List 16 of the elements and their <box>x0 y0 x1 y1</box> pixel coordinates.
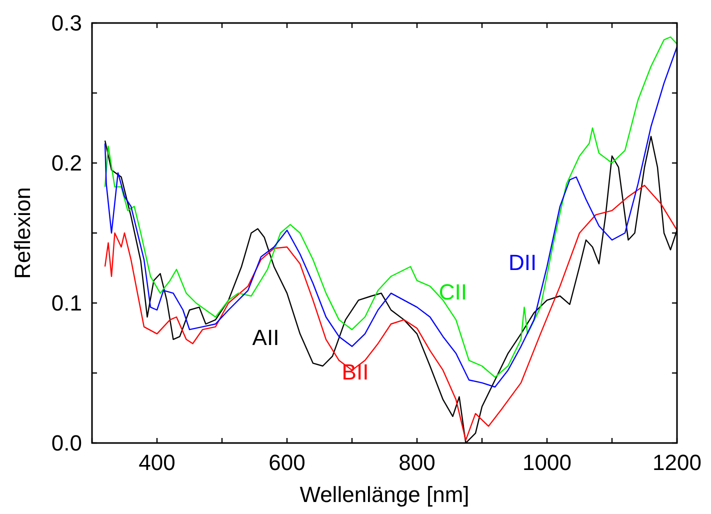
y-tick-label: 0.1 <box>51 290 82 316</box>
series-label: DII <box>508 250 537 276</box>
series-label: AII <box>252 324 280 350</box>
series-label: CII <box>438 280 468 304</box>
x-tick-label: 1000 <box>522 450 572 475</box>
series-label: BII <box>342 359 369 384</box>
x-axis-title: Wellenlänge [nm] <box>300 482 470 507</box>
x-tick-label: 600 <box>268 450 306 475</box>
y-tick-label: 0.0 <box>51 430 82 456</box>
y-tick-label: 0.2 <box>51 150 82 176</box>
y-tick-label: 0.3 <box>51 10 82 36</box>
x-tick-label: 1200 <box>652 450 702 475</box>
line-series <box>104 184 677 441</box>
x-tick-label: 400 <box>138 450 176 475</box>
x-tick-label: 800 <box>398 450 436 475</box>
y-axis-title: Reflexion <box>10 187 35 279</box>
